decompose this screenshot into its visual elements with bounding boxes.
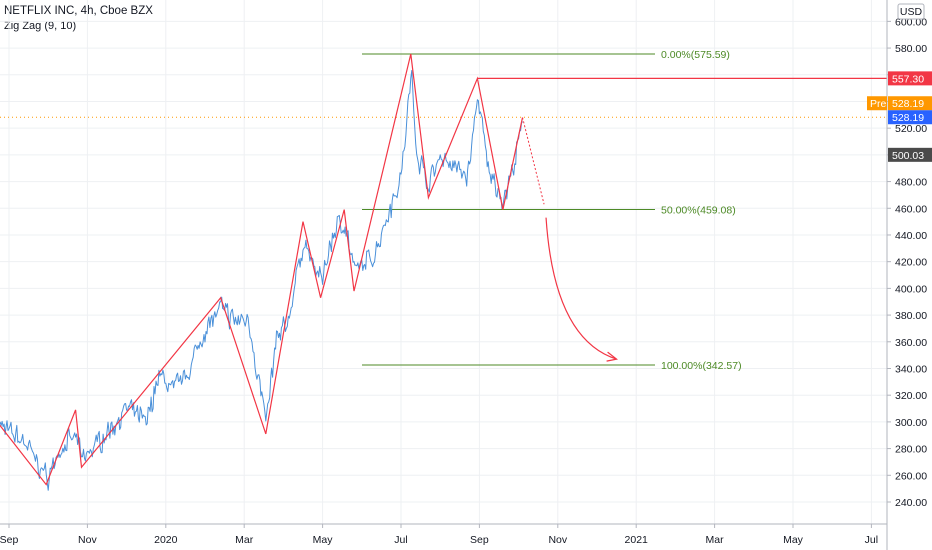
x-tick-label: 2020	[154, 534, 178, 546]
x-tick-label: 2021	[625, 534, 649, 546]
level-500-tag	[888, 147, 932, 162]
y-tick-label: 380.00	[895, 310, 927, 322]
x-tick-label: Mar	[706, 534, 725, 546]
x-tick-label: Jul	[394, 534, 407, 546]
y-tick-label: 580.00	[895, 43, 927, 55]
resistance-tag-label: 557.30	[892, 73, 924, 85]
y-tick-label: 400.00	[895, 283, 927, 295]
y-tick-label: 460.00	[895, 203, 927, 215]
pre-tag	[888, 96, 932, 111]
price-line	[0, 70, 523, 491]
x-tick-label: Sep	[470, 534, 489, 546]
y-tick-label: 520.00	[895, 123, 927, 135]
y-tick-label: 260.00	[895, 470, 927, 482]
fib-label: 100.00%(342.57)	[661, 360, 742, 372]
forecast-arrow	[545, 217, 617, 360]
y-tick-label: 480.00	[895, 177, 927, 189]
y-tick-label: 360.00	[895, 337, 927, 349]
x-tick-label: Nov	[548, 534, 567, 546]
x-tick-label: May	[783, 534, 804, 546]
y-tick-label: 440.00	[895, 230, 927, 242]
x-tick-label: May	[313, 534, 334, 546]
zigzag-line	[0, 53, 524, 486]
y-tick-label: 280.00	[895, 444, 927, 456]
last-price-tag-label: 528.19	[892, 112, 924, 124]
zigzag-series	[0, 53, 524, 486]
chart-title: NETFLIX INC, 4h, Cboe BZX	[4, 5, 153, 17]
y-tick-label: 420.00	[895, 257, 927, 269]
indicator-label: Zig Zag (9, 10)	[4, 20, 77, 32]
y-tick-label: 300.00	[895, 417, 927, 429]
y-tick-label: 320.00	[895, 390, 927, 402]
pre-tag-prefix-label: Pre	[870, 98, 887, 110]
fibonacci-levels: 0.00%(575.59) 50.00%(459.08) 100.00%(342.5…	[362, 49, 742, 372]
fib-label: 50.00%(459.08)	[661, 205, 736, 217]
currency-badge	[897, 3, 925, 20]
resistance-line	[0, 77, 887, 118]
price-tags: USD 557.30 Pre 528.19 528.19 500.03	[867, 3, 932, 162]
last-price-tag	[888, 110, 932, 125]
grid	[0, 0, 887, 524]
x-tick-label: Sep	[0, 534, 18, 546]
level-500-tag-label: 500.03	[892, 150, 924, 162]
pre-tag-prefix	[867, 96, 887, 111]
y-tick-label: 240.00	[895, 497, 927, 509]
pre-tag-label: 528.19	[892, 98, 924, 110]
y-tick-label: 340.00	[895, 363, 927, 375]
currency-label: USD	[900, 6, 923, 18]
forecast-arrowhead	[606, 351, 619, 362]
x-tick-label: Mar	[235, 534, 254, 546]
resistance-tag	[888, 71, 932, 86]
projection-dotted	[522, 117, 545, 205]
forecast-projection	[522, 117, 619, 362]
fib-label: 0.00%(575.59)	[661, 49, 730, 61]
price-series	[0, 70, 523, 491]
x-tick-label: Jul	[865, 534, 878, 546]
x-tick-label: Nov	[78, 534, 97, 546]
